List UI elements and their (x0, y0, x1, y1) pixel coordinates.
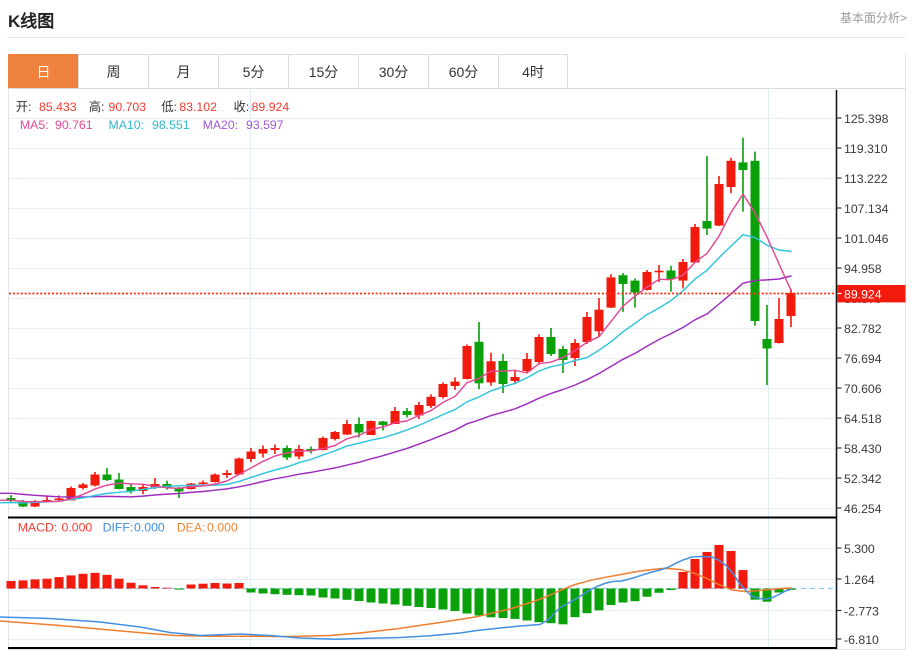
svg-text:0.000: 0.000 (62, 521, 93, 535)
svg-text:113.222: 113.222 (844, 172, 888, 186)
svg-text:98.551: 98.551 (152, 118, 190, 132)
svg-text:93.597: 93.597 (246, 118, 284, 132)
svg-text:5.300: 5.300 (844, 542, 875, 556)
svg-text:-2.773: -2.773 (844, 605, 879, 619)
svg-text:开:: 开: (16, 100, 32, 114)
svg-text:90.761: 90.761 (55, 118, 93, 132)
svg-text:125.398: 125.398 (844, 112, 889, 126)
svg-text:1.264: 1.264 (844, 573, 875, 587)
svg-text:MA10:: MA10: (109, 118, 145, 132)
svg-text:高:: 高: (89, 99, 105, 114)
svg-text:收:: 收: (234, 100, 250, 114)
svg-text:64.518: 64.518 (844, 412, 882, 426)
svg-text:DIFF:: DIFF: (103, 521, 134, 535)
svg-text:107.134: 107.134 (844, 202, 889, 216)
svg-text:MA5:: MA5: (20, 118, 49, 132)
svg-text:58.430: 58.430 (844, 442, 882, 456)
svg-text:52.342: 52.342 (844, 472, 882, 486)
svg-text:94.958: 94.958 (844, 262, 882, 276)
svg-text:0.000: 0.000 (134, 521, 165, 535)
svg-text:89.924: 89.924 (252, 100, 290, 114)
svg-text:101.046: 101.046 (844, 232, 889, 246)
svg-text:低:: 低: (161, 100, 177, 114)
svg-text:83.102: 83.102 (179, 100, 217, 114)
svg-text:70.606: 70.606 (844, 382, 882, 396)
svg-text:90.703: 90.703 (109, 100, 147, 114)
svg-text:0.000: 0.000 (207, 521, 238, 535)
svg-text:85.433: 85.433 (39, 100, 77, 114)
svg-text:MA20:: MA20: (203, 118, 239, 132)
svg-text:46.254: 46.254 (844, 502, 882, 516)
svg-text:89.924: 89.924 (844, 288, 882, 302)
svg-text:82.782: 82.782 (844, 322, 882, 336)
svg-text:MACD:: MACD: (18, 521, 58, 535)
svg-text:119.310: 119.310 (844, 142, 888, 156)
svg-text:-6.810: -6.810 (844, 633, 879, 647)
svg-text:76.694: 76.694 (844, 352, 882, 366)
svg-text:DEA:: DEA: (177, 521, 206, 535)
